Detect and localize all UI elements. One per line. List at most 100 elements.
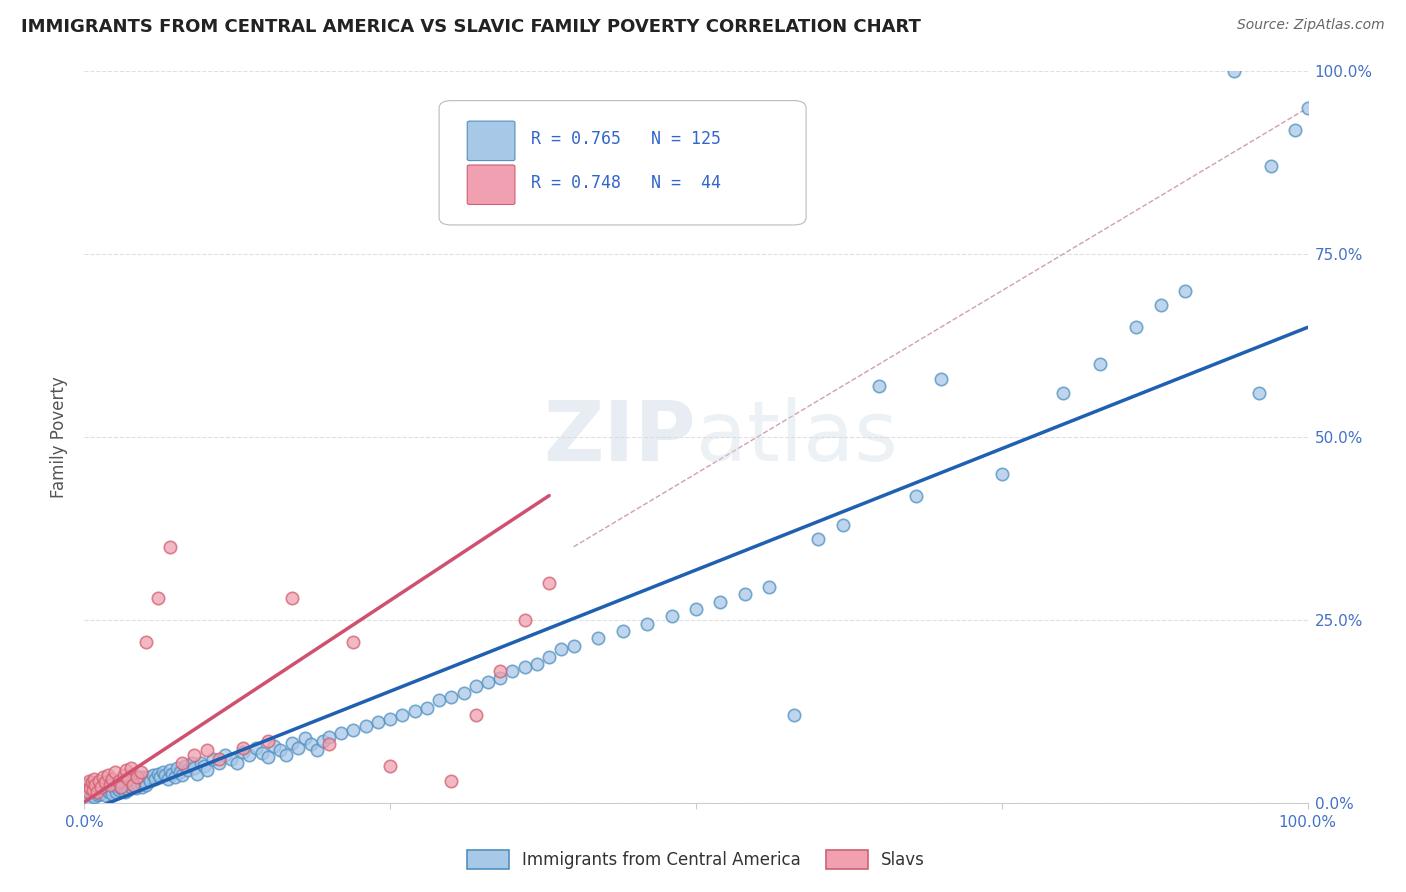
Point [77, 773, 100, 788]
Point [183, 761, 205, 775]
Point [173, 759, 195, 773]
Point [257, 733, 280, 747]
Point [136, 770, 159, 784]
Point [80, 789, 103, 803]
Point [122, 778, 145, 792]
Point [709, 594, 731, 608]
Point [87, 789, 110, 803]
Point [464, 679, 486, 693]
Point [1125, 320, 1147, 334]
Point [89, 787, 111, 801]
Point [86, 785, 108, 799]
Point [869, 379, 891, 393]
Point [149, 770, 172, 784]
Point [101, 772, 124, 787]
Point [1150, 298, 1173, 312]
Point [146, 591, 169, 605]
Text: Source: ZipAtlas.com: Source: ZipAtlas.com [1237, 18, 1385, 32]
Point [440, 773, 463, 788]
Point [1296, 101, 1319, 115]
Point [287, 740, 309, 755]
Point [1052, 386, 1074, 401]
Point [489, 672, 512, 686]
Point [120, 780, 142, 794]
Point [162, 766, 184, 780]
Point [153, 768, 176, 782]
Point [257, 750, 280, 764]
FancyBboxPatch shape [439, 101, 806, 225]
Point [112, 768, 135, 782]
Point [245, 740, 267, 755]
Point [146, 766, 169, 780]
Text: R = 0.765   N = 125: R = 0.765 N = 125 [531, 129, 721, 148]
Point [905, 489, 928, 503]
Point [427, 693, 450, 707]
Point [80, 775, 103, 789]
Point [1284, 123, 1306, 137]
Point [685, 602, 707, 616]
Point [143, 772, 166, 787]
Point [108, 778, 131, 792]
Point [104, 765, 127, 780]
Text: ZIP: ZIP [544, 397, 696, 477]
Point [122, 778, 145, 792]
Point [98, 778, 121, 792]
Point [110, 781, 132, 796]
Point [163, 770, 186, 784]
Point [103, 778, 125, 792]
Point [97, 785, 120, 799]
Point [380, 759, 402, 773]
Point [131, 780, 153, 794]
Point [612, 624, 634, 638]
Point [134, 773, 156, 788]
Point [305, 743, 328, 757]
Point [77, 785, 100, 799]
Point [294, 731, 316, 746]
Point [82, 782, 104, 797]
Point [1223, 64, 1246, 78]
Point [159, 763, 181, 777]
Point [100, 782, 122, 797]
Point [76, 778, 98, 792]
Point [86, 785, 108, 799]
Point [104, 781, 127, 796]
Point [195, 763, 218, 777]
Point [125, 781, 148, 796]
Point [416, 700, 439, 714]
Point [208, 756, 231, 770]
Point [169, 765, 191, 780]
Point [193, 759, 215, 773]
Point [87, 773, 110, 788]
Point [318, 737, 340, 751]
Point [120, 761, 142, 775]
Point [342, 635, 364, 649]
Point [734, 587, 756, 601]
Text: R = 0.748   N =  44: R = 0.748 N = 44 [531, 174, 721, 192]
Point [129, 775, 152, 789]
Point [117, 782, 139, 797]
Point [276, 748, 298, 763]
Point [238, 748, 260, 763]
Point [232, 740, 254, 755]
Point [219, 752, 242, 766]
Point [111, 775, 134, 789]
Point [129, 765, 152, 780]
Point [82, 785, 104, 799]
Point [115, 763, 138, 777]
Point [96, 778, 118, 792]
Point [201, 752, 224, 766]
Point [98, 780, 121, 794]
Point [526, 657, 548, 671]
Point [79, 781, 101, 796]
Point [783, 708, 806, 723]
Point [115, 778, 138, 792]
Point [101, 787, 124, 801]
Point [125, 773, 148, 788]
Point [477, 675, 499, 690]
Point [586, 632, 609, 646]
Point [354, 719, 377, 733]
Point [76, 789, 98, 803]
Point [330, 726, 353, 740]
Point [1260, 160, 1282, 174]
Point [121, 775, 143, 789]
